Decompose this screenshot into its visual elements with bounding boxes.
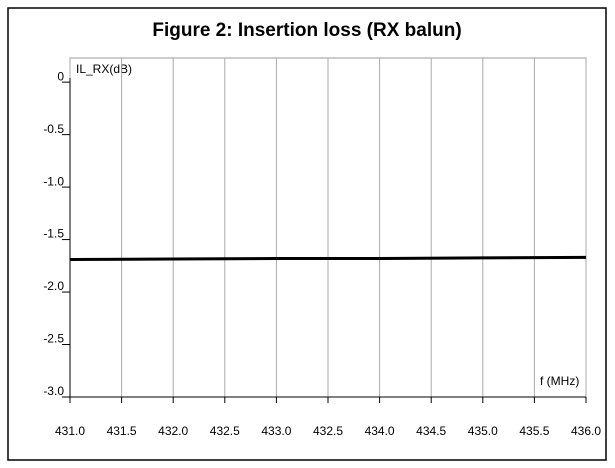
- x-tick-label: 432.5: [210, 424, 240, 438]
- y-tick-label: -1.5: [43, 227, 64, 241]
- y-tick-label: -2.5: [43, 332, 64, 346]
- x-tick-label: 435.0: [468, 424, 498, 438]
- data-line: [69, 255, 587, 262]
- x-tick-label: 432.0: [158, 424, 188, 438]
- x-tick-label: 436.0: [571, 424, 601, 438]
- y-tick-label: -0.5: [43, 122, 64, 136]
- x-tick-label: 433.0: [261, 424, 291, 438]
- x-tick-label: 434.0: [365, 424, 395, 438]
- x-tick-label: 431.5: [107, 424, 137, 438]
- frame: [7, 7, 607, 461]
- y-tick-label: -1.0: [43, 174, 64, 188]
- y-tick-label: -2.0: [43, 279, 64, 293]
- x-tick-label: 435.5: [519, 424, 549, 438]
- x-axis-label: f (MHz): [540, 374, 579, 388]
- chart-title: Figure 2: Insertion loss (RX balun): [152, 20, 461, 41]
- y-tick-label: -3.0: [43, 384, 64, 398]
- y-axis-label: IL_RX(dB): [76, 62, 132, 76]
- x-tick-label: 434.5: [416, 424, 446, 438]
- x-tick-label: 431.0: [55, 424, 85, 438]
- x-tick-label: 432.5: [313, 424, 343, 438]
- y-tick-label: 0: [57, 69, 64, 83]
